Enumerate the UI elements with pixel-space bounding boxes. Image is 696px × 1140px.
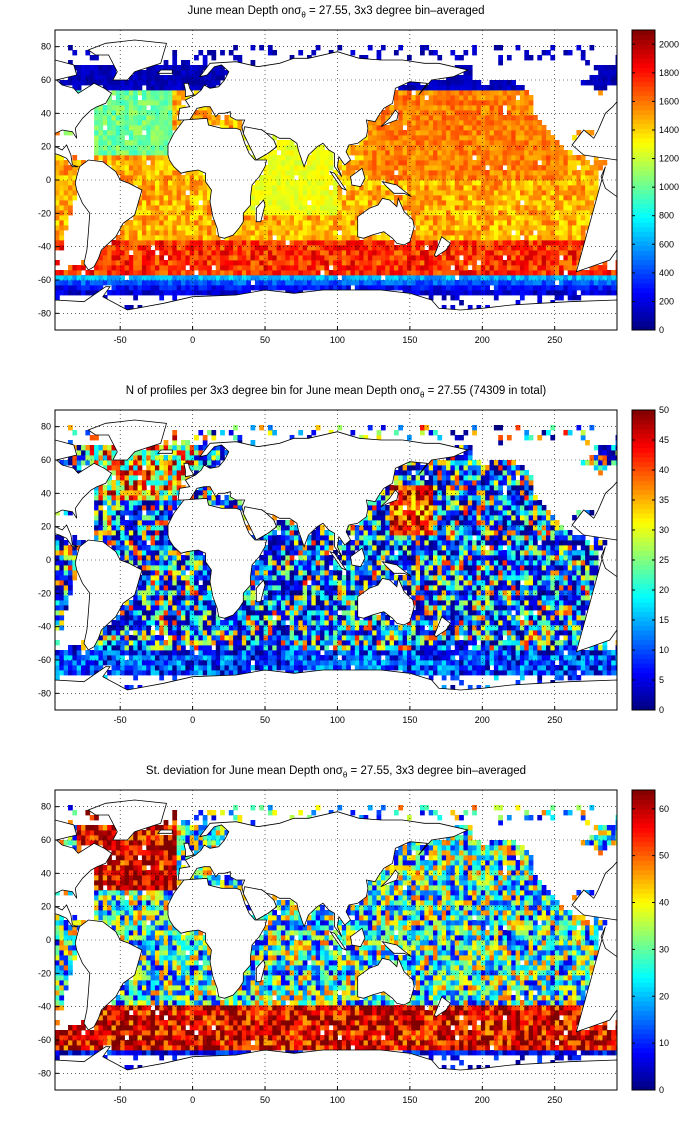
y-tick-label: -40 (38, 622, 51, 632)
y-tick-label: 40 (41, 488, 51, 498)
colorbar-tick-label: 30 (659, 525, 669, 535)
y-tick-label: -20 (38, 968, 51, 978)
colorbar-tick-label: 400 (659, 268, 674, 278)
x-tick-label: -50 (114, 1095, 127, 1105)
y-tick-label: -80 (38, 688, 51, 698)
stdev-map-panel: St. deviation for June mean Depth onσθ =… (0, 760, 696, 1140)
colorbar-tick-label: 45 (659, 435, 669, 445)
x-tick-label: 100 (330, 1095, 345, 1105)
stdev-map-title: St. deviation for June mean Depth onσθ =… (145, 765, 527, 780)
x-tick-label: -50 (114, 715, 127, 725)
y-tick-label: 0 (46, 935, 51, 945)
colorbar-tick-label: 50 (659, 851, 669, 861)
colorbar: 0 10 20 30 40 50 60 (631, 789, 669, 1095)
x-tick-label: 0 (190, 335, 195, 345)
y-tick-label: 20 (41, 902, 51, 912)
y-tick-label: -60 (38, 655, 51, 665)
colorbar-tick-label: 800 (659, 211, 674, 221)
y-tick-label: -20 (38, 208, 51, 218)
x-tick-label: 50 (260, 715, 270, 725)
y-tick-label: 20 (41, 142, 51, 152)
y-tick-label: -40 (38, 1002, 51, 1012)
colorbar-tick-label: 40 (659, 465, 669, 475)
x-tick-label: -50 (114, 335, 127, 345)
x-tick-label: 150 (402, 1095, 417, 1105)
x-tick-label: 200 (475, 335, 490, 345)
x-tick-label: 250 (547, 715, 562, 725)
y-tick-label: 20 (41, 522, 51, 532)
colorbar-tick-label: 1400 (659, 125, 679, 135)
y-tick-label: 60 (41, 835, 51, 845)
y-tick-label: -20 (38, 588, 51, 598)
colorbar-tick-label: 0 (659, 705, 664, 715)
colorbar-tick-label: 25 (659, 555, 669, 565)
x-tick-label: 100 (330, 335, 345, 345)
profile-count-map-plot: -50 0 50 100 150 200 250-80-60-40-200204060800… (38, 405, 669, 725)
depth-map-panel: June mean Depth onσθ = 27.55, 3x3 degree… (0, 0, 696, 380)
y-tick-label: 40 (41, 868, 51, 878)
y-tick-label: -80 (38, 308, 51, 318)
x-tick-label: 0 (190, 715, 195, 725)
colorbar-tick-label: 50 (659, 405, 669, 415)
stdev-map-plot: -50 0 50 100 150 200 250-80-60-40-200204060800… (38, 789, 669, 1105)
y-tick-label: 0 (46, 175, 51, 185)
colorbar-tick-label: 2000 (659, 39, 679, 49)
colorbar-tick-label: 1600 (659, 96, 679, 106)
x-tick-label: 100 (330, 715, 345, 725)
colorbar: 0 200 400 600 800 1000 1200 1400 1600 1800 2000 (631, 29, 679, 335)
colorbar-tick-label: 1200 (659, 154, 679, 164)
y-tick-label: 0 (46, 555, 51, 565)
y-tick-label: -80 (38, 1068, 51, 1078)
colorbar-tick-label: 60 (659, 804, 669, 814)
depth-map-title: June mean Depth onσθ = 27.55, 3x3 degree… (187, 5, 485, 20)
x-tick-label: 250 (547, 335, 562, 345)
x-tick-label: 200 (475, 715, 490, 725)
colorbar-tick-label: 35 (659, 495, 669, 505)
colorbar-tick-label: 600 (659, 239, 674, 249)
x-tick-label: 150 (402, 715, 417, 725)
profile-count-map-title: N of profiles per 3x3 degree bin for Jun… (125, 385, 547, 400)
gridlines (55, 790, 617, 1090)
y-tick-label: 80 (41, 42, 51, 52)
x-tick-label: 0 (190, 1095, 195, 1105)
colorbar: 0 5 10 15 20 25 30 35 40 45 50 (631, 405, 669, 715)
x-tick-label: 150 (402, 335, 417, 345)
colorbar-tick-label: 200 (659, 296, 674, 306)
x-tick-label: 250 (547, 1095, 562, 1105)
colorbar-tick-label: 10 (659, 1038, 669, 1048)
colorbar-tick-label: 5 (659, 675, 664, 685)
colorbar-tick-label: 0 (659, 325, 664, 335)
y-tick-label: -60 (38, 1035, 51, 1045)
gridlines (55, 30, 617, 330)
y-tick-label: 80 (41, 802, 51, 812)
colorbar-tick-label: 10 (659, 645, 669, 655)
colorbar-tick-label: 20 (659, 585, 669, 595)
y-tick-label: 60 (41, 455, 51, 465)
x-tick-label: 50 (260, 1095, 270, 1105)
coastlines (55, 39, 617, 330)
colorbar-tick-label: 1800 (659, 68, 679, 78)
profile-count-map-panel: N of profiles per 3x3 degree bin for Jun… (0, 380, 696, 760)
y-tick-label: -40 (38, 242, 51, 252)
colorbar-tick-label: 15 (659, 615, 669, 625)
colorbar-tick-label: 1000 (659, 182, 679, 192)
x-tick-label: 200 (475, 1095, 490, 1105)
y-tick-label: 60 (41, 75, 51, 85)
depth-map-plot: -50 0 50 100 150 200 250-80-60-40-200204060800… (38, 29, 679, 345)
colorbar-tick-label: 30 (659, 944, 669, 954)
gridlines (55, 410, 617, 710)
y-tick-label: 80 (41, 422, 51, 432)
y-tick-label: -60 (38, 275, 51, 285)
colorbar-tick-label: 0 (659, 1085, 664, 1095)
x-tick-label: 50 (260, 335, 270, 345)
colorbar-tick-label: 40 (659, 898, 669, 908)
y-tick-label: 40 (41, 108, 51, 118)
colorbar-tick-label: 20 (659, 991, 669, 1001)
